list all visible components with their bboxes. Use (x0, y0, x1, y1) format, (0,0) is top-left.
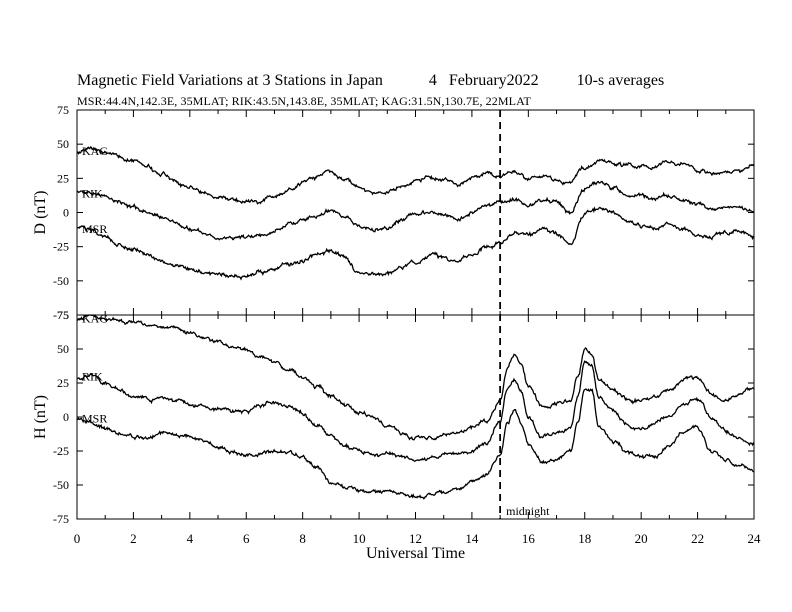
d-series-label-msr: MSR (82, 222, 107, 236)
h-panel: 75 50 25 0 -25 -50 -75 H (nT) KAG RIK MSR (32, 308, 755, 526)
station-info: MSR:44.4N,142.3E, 35MLAT; RIK:43.5N,143.… (77, 94, 531, 108)
xtick-label: 10 (353, 531, 366, 546)
h-series-rik (77, 360, 755, 463)
h-ytick-label: -50 (53, 478, 69, 492)
h-ytick-label: 50 (57, 342, 69, 356)
d-ytick-label: -50 (53, 274, 69, 288)
h-ytick-label: -75 (53, 512, 69, 526)
d-series-msr (76, 206, 755, 281)
xtick-label: 14 (465, 531, 479, 546)
h-series-label-rik: RIK (82, 369, 103, 383)
xtick-label: 22 (691, 531, 704, 546)
xtick-label: 4 (187, 531, 194, 546)
d-series-label-kag: KAG (82, 144, 108, 158)
figure-title: Magnetic Field Variations at 3 Stations … (77, 72, 664, 90)
xtick-label: 20 (635, 531, 648, 546)
midnight-label: midnight (506, 504, 550, 518)
h-series-label-msr: MSR (82, 411, 107, 425)
h-ytick-label: 0 (63, 410, 69, 424)
xtick-label: 18 (578, 531, 591, 546)
xtick-label: 0 (74, 531, 81, 546)
h-ytick-label: 75 (57, 308, 69, 322)
xtick-label: 8 (299, 531, 306, 546)
xtick-label: 16 (522, 531, 536, 546)
h-ytick-label: -25 (53, 444, 69, 458)
h-ylabel: H (nT) (32, 395, 49, 439)
h-ytick-label: 25 (57, 376, 69, 390)
d-series-kag (76, 146, 755, 205)
h-plot-frame (76, 314, 755, 520)
h-series-kag (76, 314, 755, 441)
d-ytick-label: 25 (57, 171, 69, 185)
h-series-msr (76, 388, 755, 500)
d-ylabel: D (nT) (32, 191, 49, 235)
xtick-label: 2 (130, 531, 137, 546)
d-ytick-label: 0 (63, 206, 69, 220)
xtick-label: 12 (409, 531, 422, 546)
xlabel: Universal Time (366, 545, 465, 562)
d-ytick-label: -75 (53, 308, 69, 322)
h-series-label-kag: KAG (82, 312, 108, 326)
d-ytick-label: -25 (53, 240, 69, 254)
d-ytick-label: 50 (57, 137, 69, 151)
d-ytick-label: 75 (57, 103, 69, 117)
d-panel: 75 50 25 0 -25 -50 -75 D (nT) KAG RIK MSR (32, 103, 755, 322)
date-label: 4 February2022 (428, 72, 539, 89)
xtick-label: 24 (748, 531, 762, 546)
title-text: Magnetic Field Variations at 3 Stations … (77, 72, 383, 89)
d-series-rik (76, 180, 755, 241)
xtick-label: 6 (243, 531, 250, 546)
d-series-label-rik: RIK (82, 187, 103, 201)
d-plot-frame (76, 109, 755, 316)
averaging-label: 10-s averages (576, 72, 665, 89)
